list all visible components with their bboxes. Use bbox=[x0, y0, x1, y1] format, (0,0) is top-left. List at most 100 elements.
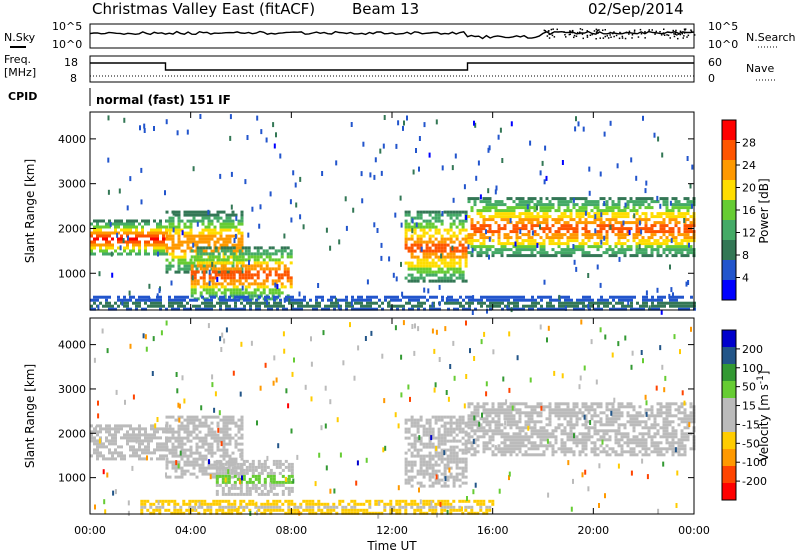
power-cell bbox=[497, 227, 501, 231]
power-cell bbox=[144, 249, 147, 253]
power-cell bbox=[431, 210, 435, 214]
power-cell bbox=[422, 261, 426, 265]
nsearch-dot bbox=[663, 34, 666, 36]
power-cell bbox=[416, 222, 420, 226]
velocity-cell bbox=[491, 453, 495, 457]
velocity-cell bbox=[96, 448, 99, 452]
velocity-cell bbox=[449, 457, 453, 461]
power-cell bbox=[569, 224, 573, 228]
power-cell bbox=[659, 230, 663, 234]
velocity-cell bbox=[129, 445, 132, 449]
power-cell bbox=[515, 242, 519, 246]
power-speckle bbox=[248, 260, 250, 265]
power-cell bbox=[521, 254, 525, 258]
velocity-cell bbox=[473, 441, 477, 445]
power-cell bbox=[569, 200, 573, 204]
power-speckle bbox=[575, 266, 578, 272]
power-cell bbox=[381, 307, 384, 311]
velocity-cell bbox=[218, 474, 222, 478]
velocity-cell bbox=[198, 454, 202, 458]
power-cell bbox=[138, 252, 141, 256]
power-cell bbox=[244, 273, 248, 277]
power-cell bbox=[404, 228, 408, 232]
power-cell bbox=[201, 264, 205, 268]
power-cell bbox=[277, 264, 281, 268]
velocity-cell bbox=[248, 462, 252, 466]
power-cell bbox=[624, 307, 627, 311]
power-cell bbox=[99, 243, 102, 247]
power-cell bbox=[159, 222, 162, 226]
power-ytick-label: 1000 bbox=[58, 267, 86, 280]
power-cell bbox=[120, 298, 123, 302]
power-cell bbox=[189, 210, 193, 214]
power-cell bbox=[213, 240, 217, 244]
power-cell bbox=[527, 254, 531, 258]
power-cell bbox=[515, 233, 519, 237]
velocity-cell bbox=[96, 445, 99, 449]
power-cell bbox=[204, 210, 208, 214]
power-cell bbox=[657, 298, 660, 302]
power-cell bbox=[548, 242, 552, 246]
power-cell bbox=[467, 200, 471, 204]
velocity-cell bbox=[446, 439, 450, 443]
velocity-cell bbox=[539, 420, 543, 424]
velocity-cell bbox=[425, 454, 429, 458]
power-speckle bbox=[599, 282, 602, 288]
power-cell bbox=[485, 245, 489, 249]
velocity-cell bbox=[225, 442, 229, 446]
velocity-cell bbox=[413, 421, 417, 425]
power-cell bbox=[105, 225, 108, 229]
power-cell bbox=[180, 249, 184, 253]
power-cell bbox=[171, 264, 175, 268]
power-cell bbox=[351, 298, 354, 302]
power-cell bbox=[435, 307, 438, 311]
power-cell bbox=[199, 285, 203, 289]
velocity-cell bbox=[201, 466, 205, 470]
velocity-cell bbox=[440, 442, 444, 446]
power-cell bbox=[491, 254, 495, 258]
power-cell bbox=[641, 236, 645, 240]
power-cell bbox=[542, 221, 546, 225]
velocity-cell bbox=[245, 471, 249, 475]
power-cell bbox=[542, 248, 546, 252]
power-cell bbox=[674, 242, 678, 246]
power-cell bbox=[219, 225, 223, 229]
nsearch-dot bbox=[573, 34, 576, 37]
power-cell bbox=[366, 301, 369, 305]
power-speckle bbox=[164, 190, 166, 196]
velocity-heatmap bbox=[90, 319, 696, 519]
power-cell bbox=[608, 206, 612, 210]
power-cell bbox=[247, 270, 251, 274]
power-cell bbox=[458, 228, 462, 232]
power-cell bbox=[153, 298, 156, 302]
power-cell bbox=[513, 301, 516, 305]
power-cell bbox=[578, 215, 582, 219]
power-cell bbox=[557, 245, 561, 249]
velocity-cell bbox=[527, 447, 531, 451]
power-cell bbox=[464, 249, 468, 253]
velocity-cell bbox=[434, 418, 438, 422]
power-cell bbox=[527, 218, 531, 222]
power-cell bbox=[456, 298, 459, 302]
power-cell bbox=[522, 298, 525, 302]
power-cell bbox=[276, 307, 279, 311]
power-cell bbox=[199, 264, 203, 268]
velocity-cell bbox=[437, 457, 441, 461]
power-speckle bbox=[653, 132, 656, 138]
power-cell bbox=[587, 215, 591, 219]
velocity-cell bbox=[144, 427, 147, 431]
velocity-cell bbox=[210, 472, 214, 476]
power-cell bbox=[641, 251, 645, 255]
power-cell bbox=[211, 288, 215, 292]
power-cell bbox=[256, 264, 260, 268]
velocity-cell bbox=[219, 418, 223, 422]
power-cell bbox=[422, 249, 426, 253]
power-cell bbox=[555, 307, 558, 311]
nsearch-dot bbox=[579, 32, 581, 35]
power-cell bbox=[348, 304, 351, 308]
velocity-cell bbox=[132, 448, 135, 452]
power-cell bbox=[369, 304, 372, 308]
power-cell bbox=[575, 209, 579, 213]
power-speckle bbox=[170, 280, 173, 286]
velocity-cell bbox=[500, 411, 504, 415]
